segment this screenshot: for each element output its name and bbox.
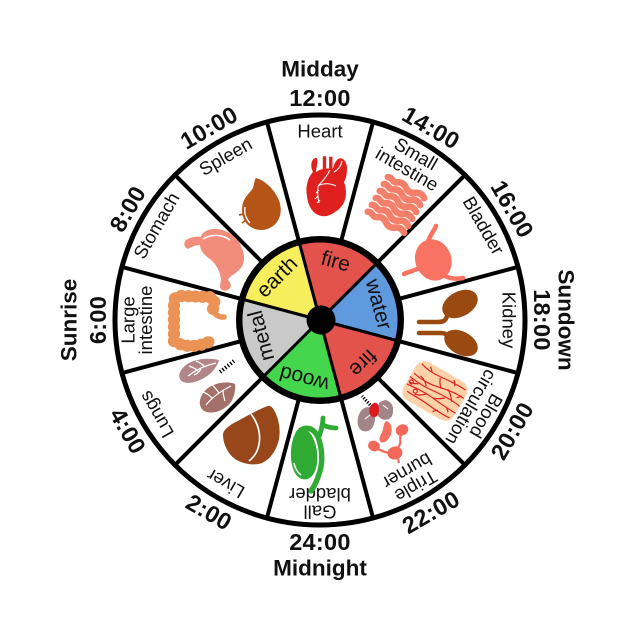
svg-text:bladder: bladder xyxy=(289,484,351,505)
svg-text:12:00: 12:00 xyxy=(289,85,351,111)
svg-text:Sundown: Sundown xyxy=(554,269,579,370)
svg-text:intestine: intestine xyxy=(135,286,156,355)
svg-text:24:00: 24:00 xyxy=(289,529,351,555)
svg-text:Sunrise: Sunrise xyxy=(57,279,82,362)
svg-text:Midday: Midday xyxy=(281,57,359,82)
svg-text:Midnight: Midnight xyxy=(273,556,367,581)
svg-text:Kidney: Kidney xyxy=(499,292,520,349)
svg-text:Gall: Gall xyxy=(304,502,337,523)
svg-text:Large: Large xyxy=(118,296,139,343)
svg-text:18:00: 18:00 xyxy=(529,289,555,351)
svg-text:Heart: Heart xyxy=(297,121,342,142)
svg-text:6:00: 6:00 xyxy=(85,296,111,344)
